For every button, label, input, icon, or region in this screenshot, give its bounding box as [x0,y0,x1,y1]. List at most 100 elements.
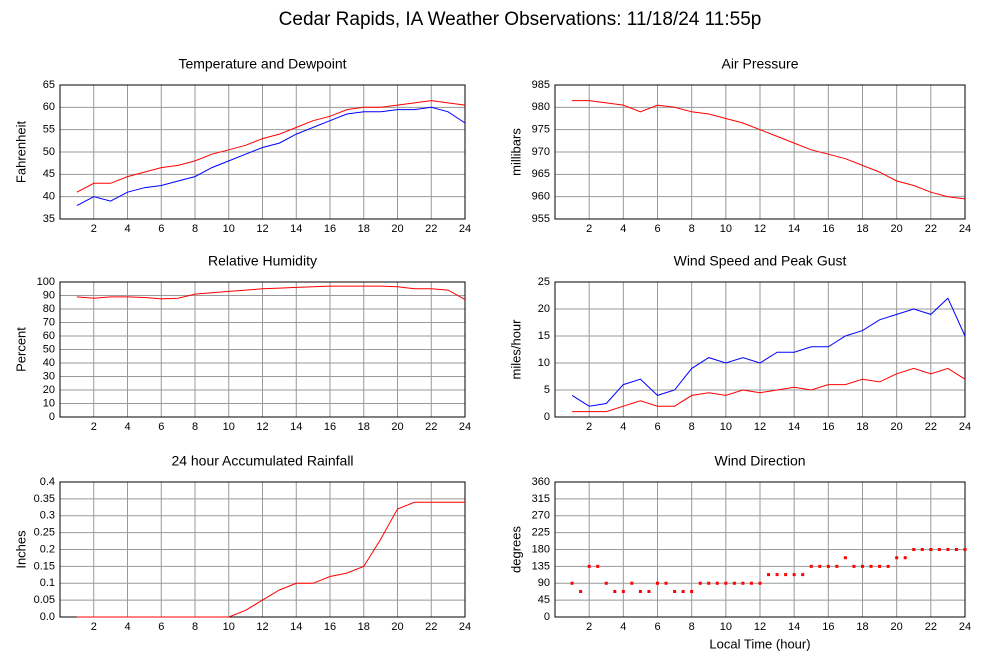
scatter-point [613,590,617,593]
y-tick-label: 0.15 [34,560,55,572]
scatter-point [732,581,736,585]
x-tick-label: 22 [425,421,437,433]
y-tick-label: 40 [43,357,55,369]
scatter-point [604,581,608,585]
scatter-point [741,581,745,585]
y-tick-label: 25 [538,276,550,288]
y-tick-label: 985 [532,79,550,91]
x-tick-label: 24 [959,421,971,433]
scatter-point [715,581,719,585]
scatter-point [929,548,933,551]
x-tick-label: 24 [459,421,471,433]
x-tick-label: 8 [689,421,695,433]
panel-title: Temperature and Dewpoint [178,56,346,72]
x-tick-label: 10 [223,621,235,633]
scatter-point [673,590,677,593]
scatter-point [792,573,796,577]
scatter-point [707,581,711,585]
y-tick-label: 0.25 [34,527,55,539]
x-tick-label: 22 [425,223,437,235]
y-tick-label: 30 [43,370,55,382]
y-tick-label: 0.4 [40,476,55,488]
y-tick-label: 0 [49,411,55,423]
x-tick-label: 2 [586,223,592,235]
x-tick-label: 18 [358,621,370,633]
x-tick-label: 24 [959,223,971,235]
x-tick-label: 2 [91,223,97,235]
panel-title: Wind Direction [714,453,805,469]
y-tick-label: 0.1 [40,577,55,589]
x-tick-label: 22 [925,421,937,433]
y-tick-label: 965 [532,168,550,180]
y-tick-label: 10 [538,357,550,369]
scatter-point [886,564,890,568]
scatter-point [579,590,583,593]
y-tick-label: 70 [43,316,55,328]
y-tick-label: 315 [532,493,550,505]
scatter-point [903,556,907,560]
x-tick-label: 16 [324,421,336,433]
scatter-point [647,590,651,593]
x-tick-label: 14 [290,621,302,633]
y-tick-label: 0.0 [40,611,55,623]
y-tick-label: 90 [43,289,55,301]
scatter-point [664,581,668,585]
y-tick-label: 980 [532,101,550,113]
x-tick-label: 10 [223,421,235,433]
y-tick-label: 45 [538,594,550,606]
y-tick-label: 0 [544,411,550,423]
x-tick-label: 10 [720,223,732,235]
scatter-point [656,581,659,585]
x-tick-label: 12 [256,421,268,433]
y-axis-label: degrees [508,526,523,573]
x-tick-label: 8 [192,223,198,235]
y-tick-label: 0 [544,611,550,623]
plot-frame [59,281,466,418]
scatter-point [621,590,625,593]
x-tick-label: 2 [91,421,97,433]
y-tick-label: 10 [43,397,55,409]
x-tick-label: 10 [720,621,732,633]
plot-frame [59,481,466,618]
series-line [572,100,966,200]
y-tick-label: 90 [538,577,550,589]
x-tick-label: 24 [959,621,971,633]
x-tick-label: 14 [788,421,800,433]
x-tick-label: 4 [620,421,626,433]
x-tick-label: 2 [91,621,97,633]
scatter-point [690,590,694,593]
plot-frame [554,84,966,220]
y-tick-label: 50 [43,343,55,355]
x-tick-label: 6 [158,223,164,235]
y-tick-label: 20 [43,384,55,396]
x-tick-label: 20 [891,421,903,433]
x-tick-label: 20 [891,621,903,633]
x-tick-label: 4 [620,621,626,633]
scatter-point [937,548,941,551]
x-tick-label: 12 [754,421,766,433]
y-tick-label: 270 [532,510,550,522]
panel-title: Air Pressure [721,56,798,72]
series-line [571,297,966,407]
y-tick-label: 35 [43,213,55,225]
series-line [76,501,465,618]
y-tick-label: 0.2 [40,543,55,555]
scatter-point [912,548,916,551]
y-tick-label: 65 [43,79,55,91]
scatter-point [767,573,771,577]
scatter-point [749,581,753,585]
scatter-point [638,590,642,593]
x-tick-label: 24 [459,621,471,633]
x-tick-label: 12 [256,223,268,235]
y-tick-label: 80 [43,303,55,315]
x-tick-label: 16 [822,421,834,433]
x-tick-label: 18 [856,421,868,433]
x-tick-label: 6 [158,421,164,433]
scatter-point [895,556,899,560]
series-line [76,106,466,207]
y-tick-label: 60 [43,330,55,342]
panel-title: 24 hour Accumulated Rainfall [171,453,353,469]
y-tick-label: 40 [43,191,55,203]
scatter-point [570,581,574,585]
